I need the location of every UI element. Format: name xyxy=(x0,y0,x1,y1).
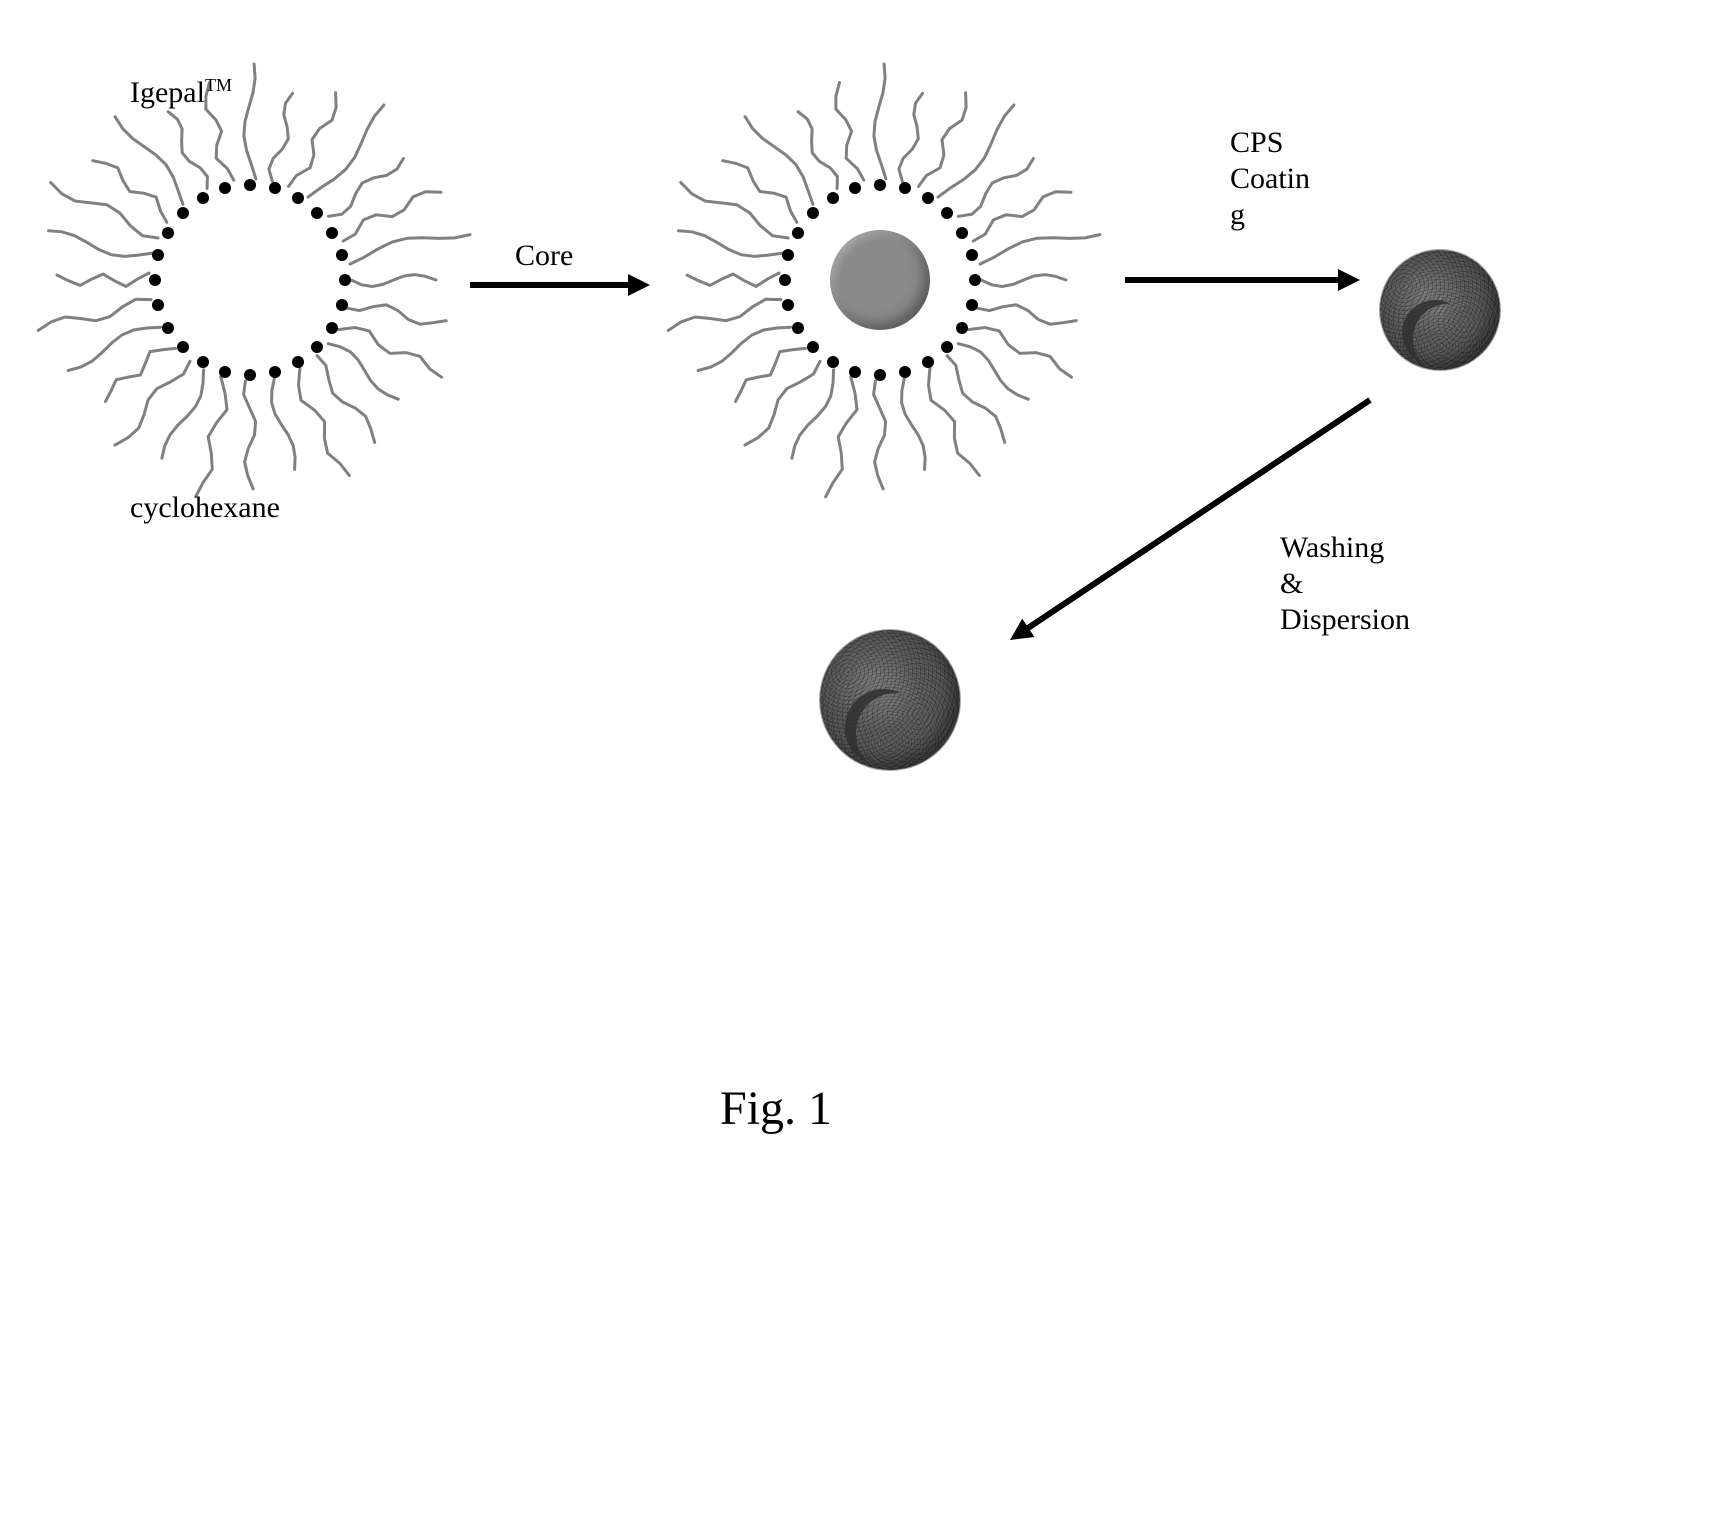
arrows-layer xyxy=(0,0,1718,1516)
igepal-label: IgepalTM xyxy=(130,75,232,111)
figure-caption: Fig. 1 xyxy=(720,1080,832,1138)
diagram-canvas: IgepalTM cyclohexane Core CPS Coatin g W… xyxy=(0,0,1718,1516)
core-arrow-label: Core xyxy=(515,238,573,274)
cyclohexane-label: cyclohexane xyxy=(130,490,280,526)
washing-dispersion-label: Washing & Dispersion xyxy=(1280,530,1410,638)
cps-coating-label: CPS Coatin g xyxy=(1230,125,1310,233)
